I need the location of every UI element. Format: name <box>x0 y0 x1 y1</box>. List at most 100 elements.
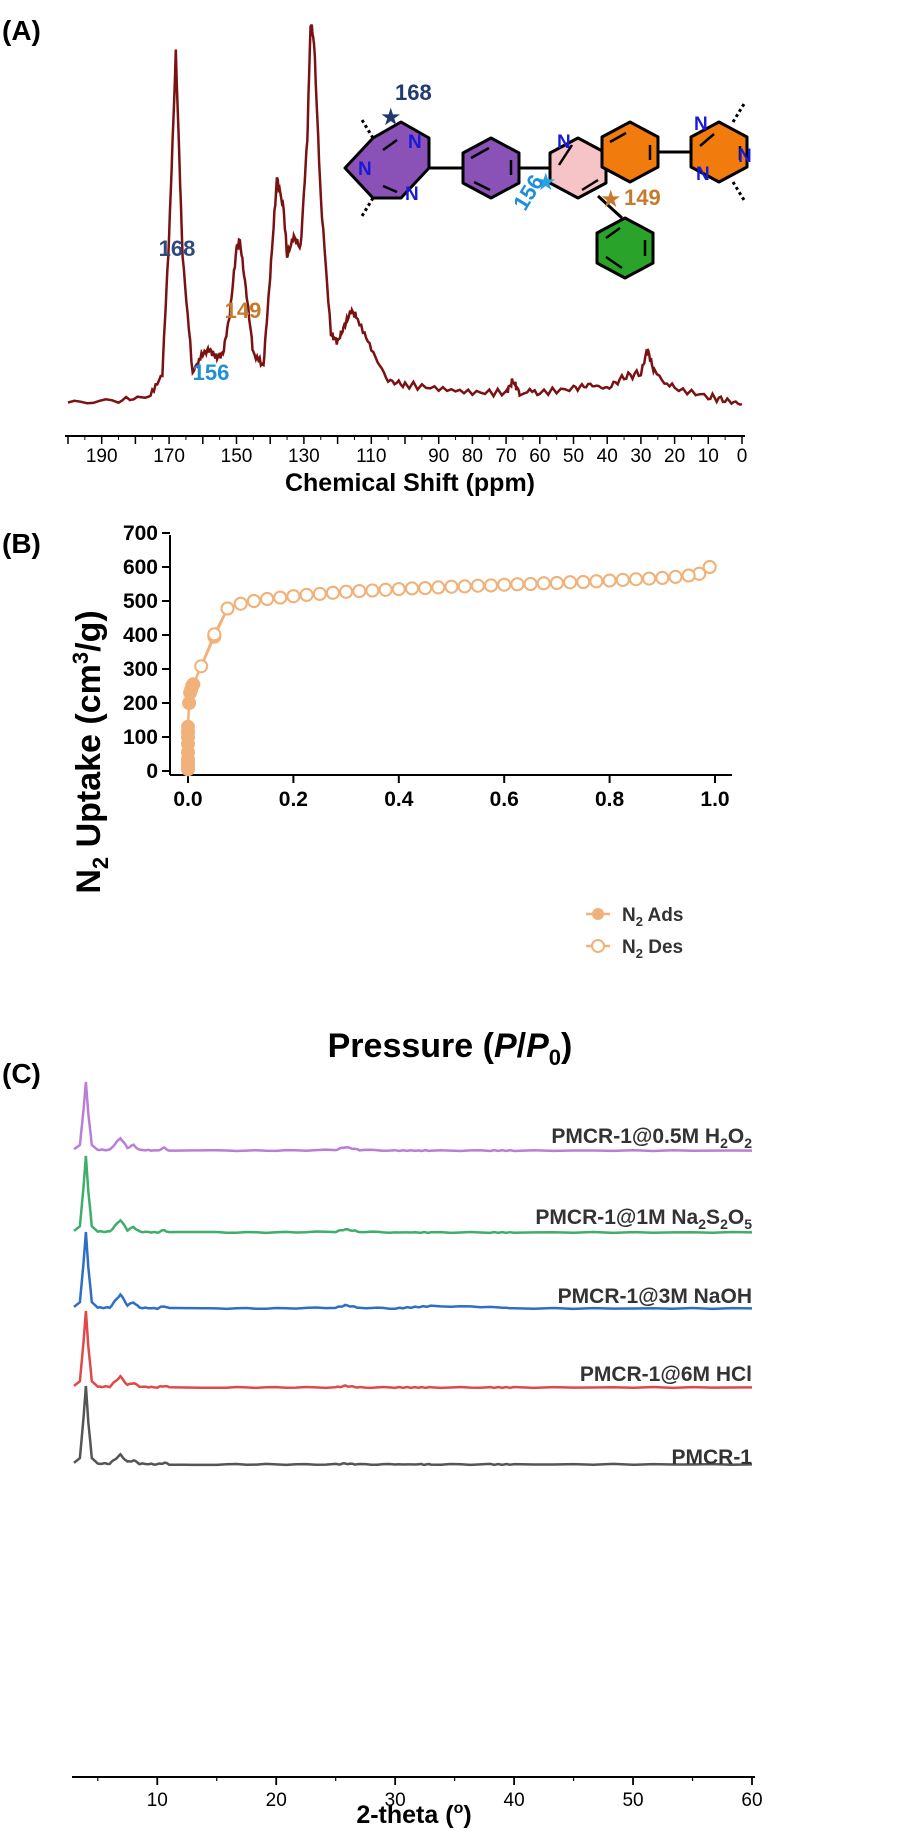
nmr-tick-label: 90 <box>428 446 449 467</box>
panel-a-label: (A) <box>2 15 41 46</box>
isotherm-plot: 0 100 200 300 400 500 600 700 0.0 0.2 0.4 0.6 0.8 1.… <box>68 522 732 1070</box>
des-data-point <box>207 627 222 642</box>
bond <box>360 119 375 139</box>
des-data-point <box>457 579 472 594</box>
des-data-point <box>589 574 604 589</box>
isotherm-x-tick-label: 0.2 <box>279 788 308 811</box>
des-data-point <box>629 572 643 587</box>
des-data-point <box>444 579 459 594</box>
nmr-tick-label: 0 <box>737 446 748 467</box>
atom-label-n: N <box>408 132 422 153</box>
isotherm-x-axis-label: Pressure (P/P0) <box>328 1027 573 1070</box>
isotherm-series <box>181 560 717 777</box>
des-data-point <box>246 594 261 608</box>
nmr-spectrum-line <box>67 24 743 406</box>
bond <box>382 138 398 152</box>
nmr-tick-label: 80 <box>462 446 483 467</box>
peak-label-168: 168 <box>159 236 196 261</box>
legend-ads-marker <box>592 908 604 920</box>
panel-b-label: (B) <box>2 528 41 559</box>
pxrd-trace-line <box>73 1310 753 1390</box>
isotherm-y-tick-label: 600 <box>123 556 158 579</box>
des-data-point <box>655 570 670 585</box>
des-data-point <box>220 601 235 616</box>
star-icon: ★ <box>600 185 622 213</box>
bond <box>609 131 627 144</box>
des-data-point <box>563 575 578 590</box>
atom-label-n: N <box>694 114 708 135</box>
legend-des-marker <box>591 939 605 953</box>
ads-data-point <box>181 719 195 734</box>
isotherm-y-tick-label: 700 <box>123 522 158 545</box>
des-data-point <box>378 582 393 597</box>
isotherm-x-tick-label: 0.6 <box>490 788 519 811</box>
atom-label-n: N <box>557 132 571 153</box>
legend-ads-label: N2 Ads <box>622 905 683 929</box>
isotherm-y-axis-label: N2 Uptake (cm3/g) <box>68 610 113 893</box>
des-data-point <box>312 586 327 601</box>
legend-des-label: N2 Des <box>622 937 683 961</box>
isotherm-x-tick-label: 1.0 <box>700 788 729 811</box>
des-data-point <box>260 592 275 606</box>
isotherm-y-tick-label: 0 <box>146 760 158 783</box>
isotherm-y-tick-label: 400 <box>123 624 158 647</box>
des-data-point <box>325 585 340 600</box>
des-data-point <box>431 580 446 595</box>
des-data-point <box>549 576 564 590</box>
des-data-point <box>602 573 617 588</box>
nmr-tick-label: 10 <box>698 446 719 467</box>
star-icon: ★ <box>535 168 557 196</box>
bond <box>360 197 375 217</box>
pxrd-plot: 10 20 30 40 50 60 PMCR-1@0.5M H2O2 PMCR-1@1M … <box>72 1081 763 1829</box>
bond <box>581 178 599 192</box>
nmr-tick-label: 150 <box>221 446 253 467</box>
nmr-tick-label: 60 <box>529 446 550 467</box>
trace-label-hcl: PMCR-1@6M HCl <box>580 1363 752 1386</box>
isotherm-x-ticks: 0.0 0.2 0.4 0.6 0.8 1.0 <box>173 775 730 811</box>
trace-label-na2s2o5: PMCR-1@1M Na2S2O5 <box>535 1206 752 1232</box>
pxrd-trace-line <box>73 1231 753 1311</box>
bond <box>473 180 491 192</box>
nmr-tick-label: 20 <box>664 446 685 467</box>
nmr-tick-label: 130 <box>288 446 320 467</box>
bond <box>470 146 490 160</box>
isotherm-legend: N2 Ads N2 Des <box>586 905 683 961</box>
triazine-ring-left <box>343 120 431 200</box>
star-icon: ★ <box>380 103 402 131</box>
nmr-tick-label: 30 <box>630 446 651 467</box>
isotherm-y-tick-label: 200 <box>123 692 158 715</box>
isotherm-y-tick-label: 100 <box>123 726 158 749</box>
nmr-tick-label: 50 <box>563 446 584 467</box>
nmr-tick-label: 40 <box>597 446 618 467</box>
bond <box>557 144 574 166</box>
isotherm-x-tick-label: 0.8 <box>595 788 625 811</box>
trace-label-naoh: PMCR-1@3M NaOH <box>558 1285 752 1308</box>
panel-c-label: (C) <box>2 1058 41 1089</box>
atom-label-n: N <box>738 146 752 167</box>
des-data-point <box>497 577 512 592</box>
nmr-tick-label: 190 <box>86 446 118 467</box>
des-data-point <box>273 590 288 605</box>
bond <box>596 194 624 220</box>
des-data-point <box>642 571 657 586</box>
bond <box>699 133 715 147</box>
atom-label-n: N <box>358 159 372 180</box>
nmr-x-axis-label: Chemical Shift (ppm) <box>285 469 535 497</box>
nmr-tick-label: 110 <box>356 446 386 467</box>
chemical-structure <box>343 103 749 280</box>
structure-star-labels: ★ 168 ★ 156 ★ 149 <box>380 80 661 215</box>
pxrd-trace-line <box>73 1385 753 1467</box>
pxrd-x-ticks: 10 20 30 40 50 60 <box>97 1777 763 1811</box>
pxrd-tick-label: 40 <box>504 1790 525 1811</box>
peak-label-156: 156 <box>193 360 230 385</box>
pxrd-traces <box>73 1081 753 1467</box>
des-data-point <box>484 578 498 593</box>
bond <box>731 181 746 201</box>
nmr-spectrum-plot: 190 170 150 130 110 90 80 70 60 50 40 30 20 10 0 168 1… <box>65 24 748 497</box>
des-data-point <box>668 569 683 584</box>
nmr-tick-label: 170 <box>153 446 185 467</box>
isotherm-x-tick-label: 0.0 <box>173 788 202 811</box>
structure-label-149: 149 <box>624 185 661 210</box>
pxrd-tick-label: 50 <box>622 1790 643 1811</box>
